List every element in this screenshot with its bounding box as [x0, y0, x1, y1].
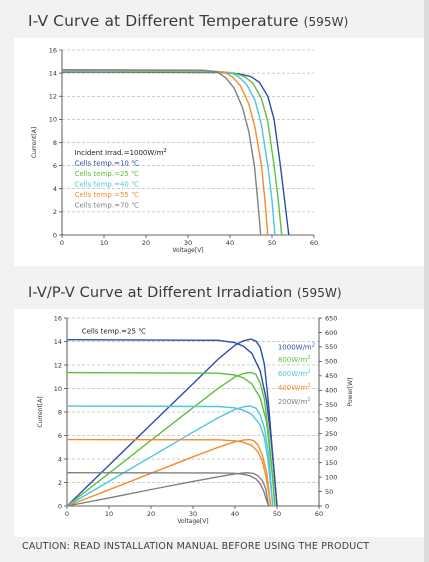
x-tick-label: 50 [273, 510, 281, 518]
y-tick-label: 10 [49, 116, 57, 124]
y-tick-label: 6 [58, 432, 62, 440]
pv-curve [66, 471, 270, 507]
y-tick-label: 10 [54, 385, 62, 393]
y-tick-label: 16 [54, 314, 62, 322]
pv-curve [66, 405, 274, 507]
legend-entry: 1000W/m2 [278, 342, 315, 351]
y-tick-label: 0 [53, 231, 57, 239]
iv-heading-suffix: (595W) [303, 15, 349, 29]
x-tick-label: 40 [226, 239, 234, 247]
legend-entry: 400W/m2 [278, 383, 311, 392]
ivpv-heading-suffix: (595W) [296, 286, 342, 300]
y2-tick-label: 0 [325, 502, 329, 510]
y-tick-label: 4 [53, 185, 57, 193]
caution-note: CAUTION: READ INSTALLATION MANUAL BEFORE… [22, 541, 370, 552]
y2-tick-label: 600 [325, 329, 337, 337]
y2-tick-label: 250 [325, 430, 337, 438]
iv-curve [66, 472, 270, 507]
x-tick-label: 10 [105, 510, 113, 518]
y-tick-label: 2 [53, 208, 57, 216]
x-tick-label: 50 [268, 239, 276, 247]
x-tick-label: 0 [65, 510, 69, 518]
y-axis-label: Current[A] [31, 127, 38, 158]
x-tick-label: 20 [142, 239, 150, 247]
y-axis-label: Current[A] [37, 396, 44, 427]
page-edge [424, 0, 429, 562]
x-axis-label: Voltage[V] [177, 518, 208, 525]
x-tick-label: 40 [231, 510, 239, 518]
legend-entry: 600W/m2 [278, 369, 311, 378]
y2-tick-label: 150 [325, 459, 337, 467]
irradiance-annotation: Incident Irrad.=1000W/m2 [75, 148, 167, 157]
y2-tick-label: 400 [325, 387, 337, 395]
y-tick-label: 12 [54, 361, 62, 369]
y2-tick-label: 650 [325, 314, 337, 322]
y-tick-label: 2 [58, 479, 62, 487]
x-axis-label: Voltage[V] [172, 247, 203, 254]
ivpv-irradiation-chart: 0246810121416050100150200250300350400450… [37, 314, 354, 525]
legend-entry: Cells temp.=10 ℃ [75, 160, 139, 168]
pv-curve [66, 338, 278, 507]
y2-tick-label: 100 [325, 473, 337, 481]
legend-entry: 200W/m2 [278, 397, 311, 406]
iv-curve [61, 69, 262, 236]
legend-entry: Cells temp.=70 ℃ [75, 202, 139, 210]
x-tick-label: 30 [184, 239, 192, 247]
y-tick-label: 14 [49, 69, 57, 77]
x-tick-label: 20 [147, 510, 155, 518]
legend-entry: Cells temp.=25 ℃ [75, 170, 139, 178]
x-tick-label: 10 [100, 239, 108, 247]
y2-axis-label: Power[W] [347, 378, 354, 407]
x-tick-label: 60 [315, 510, 323, 518]
y-tick-label: 12 [49, 93, 57, 101]
x-tick-label: 0 [60, 239, 64, 247]
y-tick-label: 8 [58, 408, 62, 416]
iv-heading-text: I-V Curve at Different Temperature [28, 12, 299, 30]
y-tick-label: 14 [54, 338, 62, 346]
iv-temperature-heading: I-V Curve at Different Temperature (595W… [28, 12, 348, 30]
y2-tick-label: 550 [325, 343, 337, 351]
iv-curve [66, 405, 274, 507]
y-tick-label: 16 [49, 46, 57, 54]
y-tick-label: 0 [58, 502, 62, 510]
legend-entry: Cells temp.=55 ℃ [75, 191, 139, 199]
iv-temperature-chart-panel: 0 2 4 6 8 10 12 14 16 0 10 20 30 40 50 60 Voltage[V] Curr… [14, 38, 424, 266]
y2-tick-label: 500 [325, 358, 337, 366]
y2-tick-label: 350 [325, 401, 337, 409]
temperature-annotation: Cells temp.=25 ℃ [82, 327, 146, 335]
ivpv-irradiation-chart-panel: 0 2 4 6 8 10 12 14 16 0 50 100 150 200 250 300 350 400 450… [14, 309, 424, 537]
ivpv-irradiation-heading: I-V/P-V Curve at Different Irradiation (… [28, 285, 342, 301]
x-tick-label: 60 [310, 239, 318, 247]
y-tick-label: 6 [53, 162, 57, 170]
legend-entry: Cells temp.=40 ℃ [75, 181, 139, 189]
iv-curve [66, 438, 272, 507]
y2-tick-label: 450 [325, 372, 337, 380]
iv-curve [66, 339, 278, 507]
iv-curve [66, 371, 276, 507]
y2-tick-label: 300 [325, 416, 337, 424]
y2-tick-label: 200 [325, 444, 337, 452]
ivpv-heading-text: I-V/P-V Curve at Different Irradiation [28, 285, 293, 301]
y-tick-label: 8 [53, 139, 57, 147]
y2-tick-label: 50 [325, 488, 333, 496]
y-tick-label: 4 [58, 455, 62, 463]
legend-entry: 800W/m2 [278, 355, 311, 364]
iv-temperature-chart: 0 2 4 6 8 10 12 14 16 0 10 20 30 40 50 60 Voltage[V] Curr… [31, 46, 318, 254]
x-tick-label: 30 [189, 510, 197, 518]
